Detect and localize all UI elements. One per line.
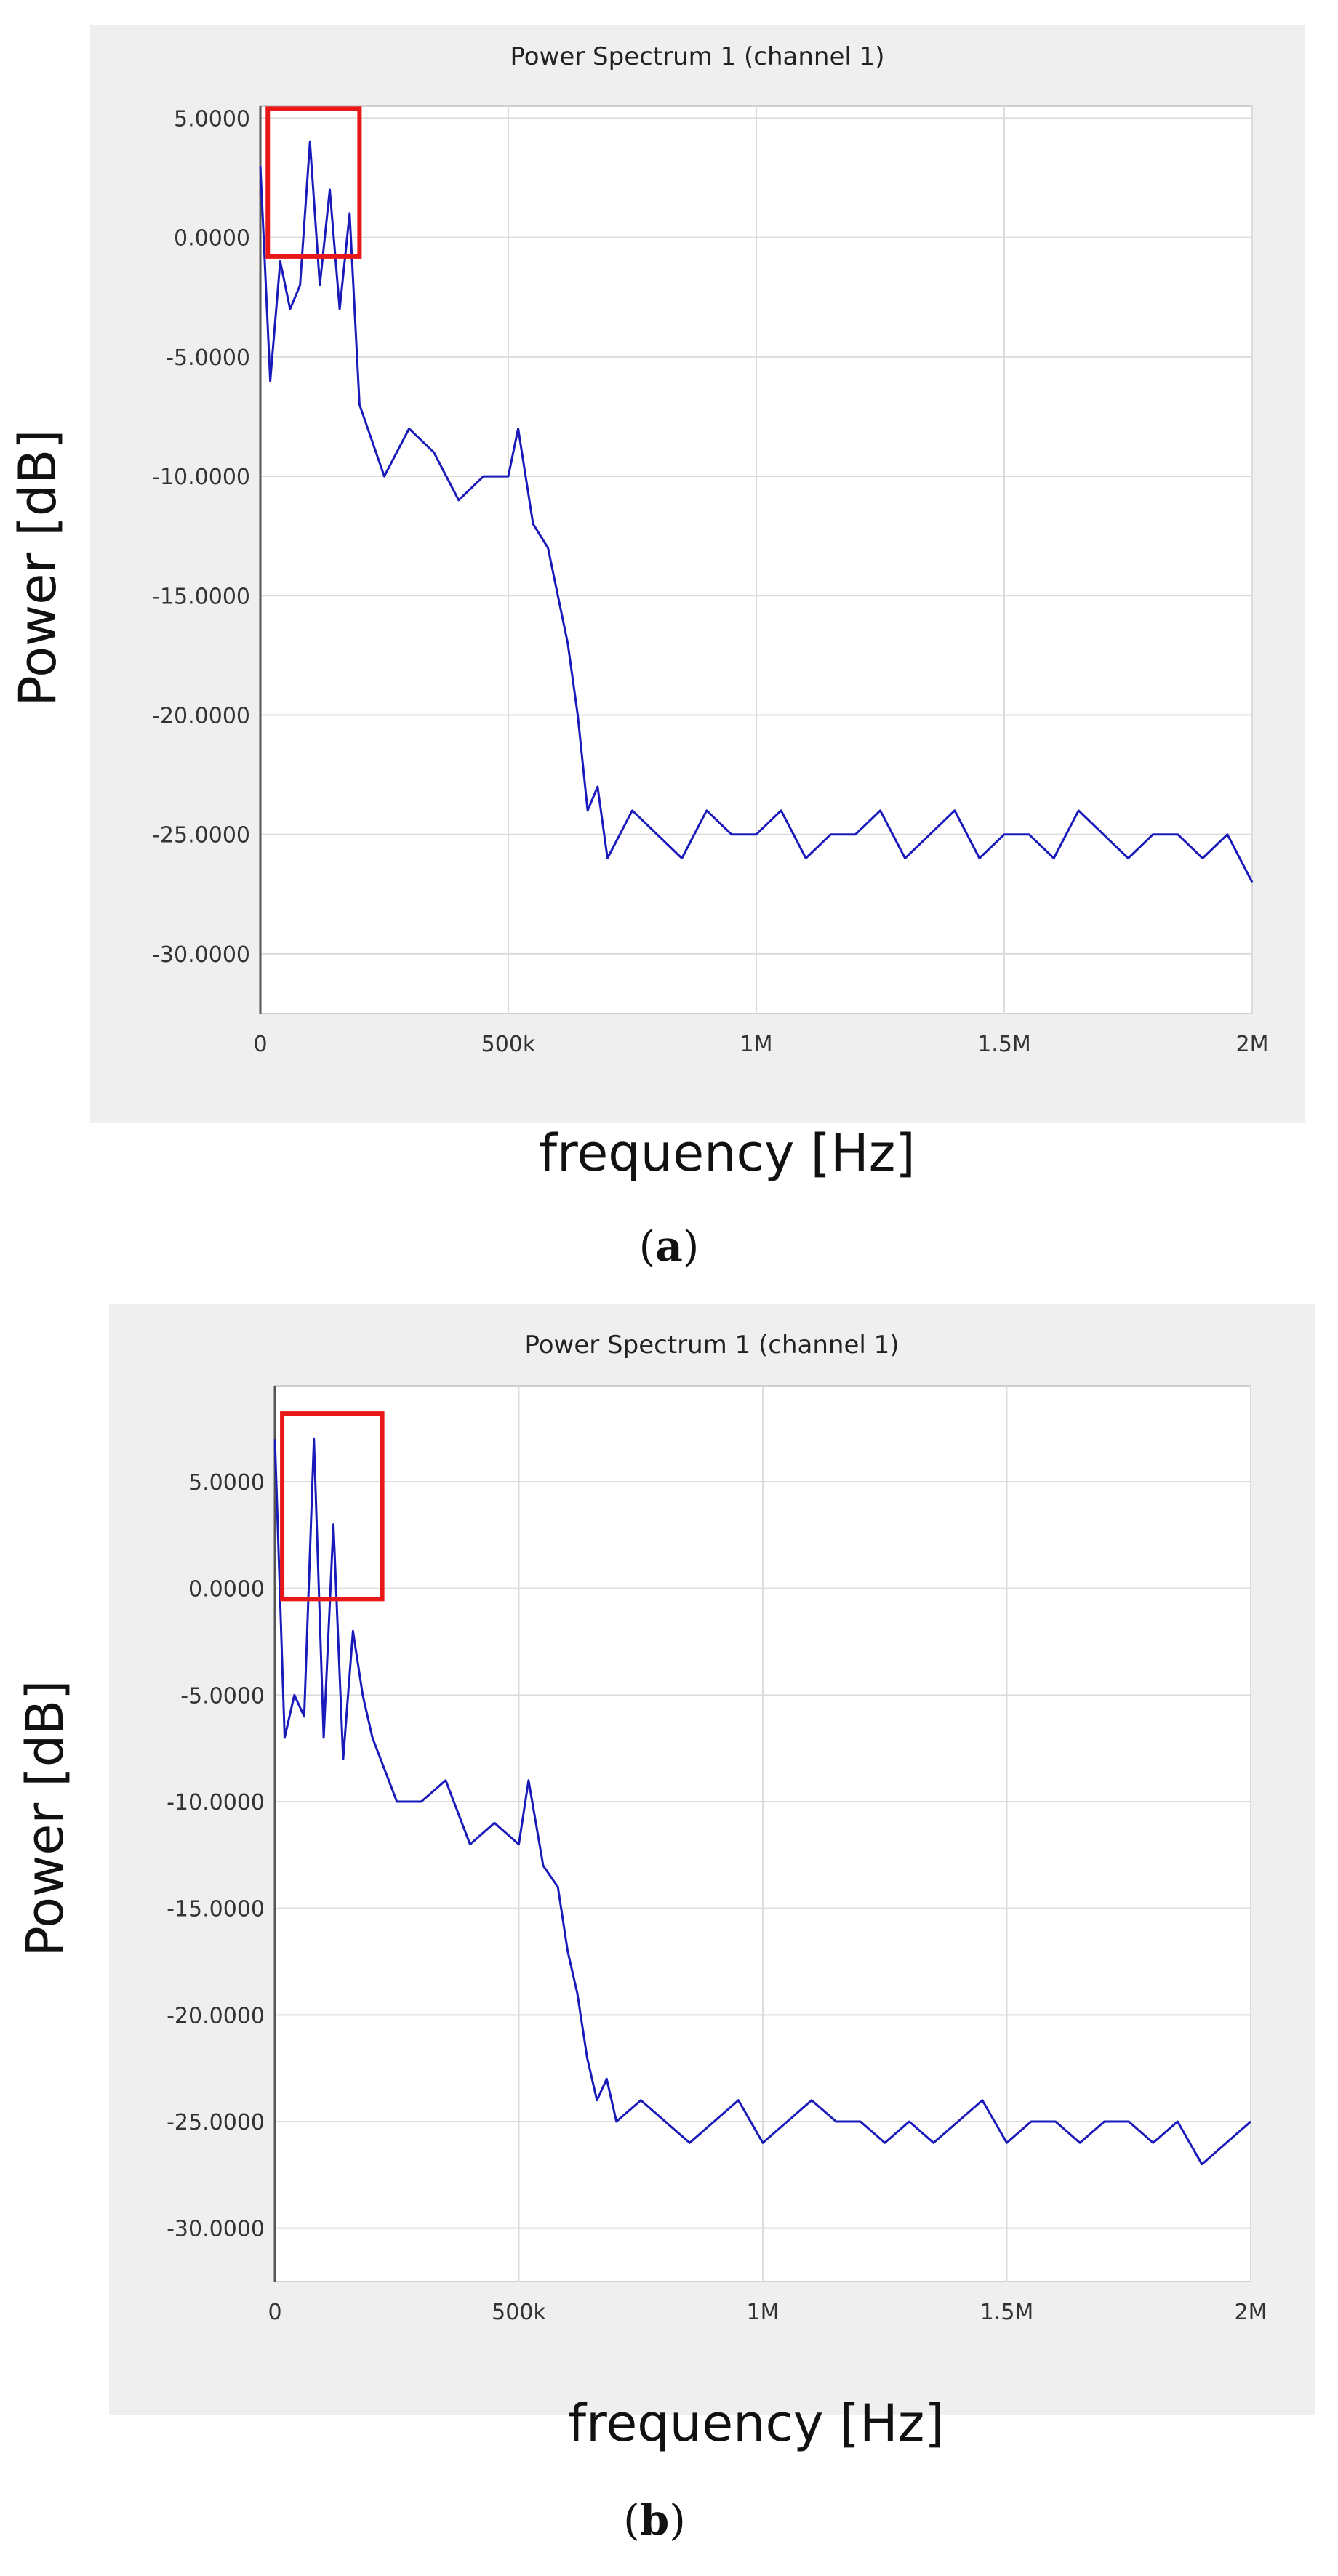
x-axis-label-b: frequency [Hz] <box>568 2394 945 2453</box>
y-tick-label-b: -10.0000 <box>167 1790 265 1815</box>
y-tick-label-a: 0.0000 <box>174 226 250 252</box>
figure-a: Power Spectrum 1 (channel 1) Power [dB] … <box>0 0 1338 1287</box>
plot-area-a: 0 500k 1M 1.5M 2M 5.0000 0.0000 -5.0000 -10.0000… <box>152 105 1269 1057</box>
y-tick-label-b: -30.0000 <box>167 2217 265 2242</box>
y-tick-label-a: -25.0000 <box>152 823 250 848</box>
caption-a: (a) <box>638 1221 700 1271</box>
y-tick-label-b: -15.0000 <box>167 1897 265 1922</box>
y-tick-label-a: -5.0000 <box>166 345 250 371</box>
x-tick-label-a: 500k <box>481 1032 536 1057</box>
x-axis-label-a: frequency [Hz] <box>539 1123 916 1183</box>
y-tick-label-a: -20.0000 <box>152 703 250 729</box>
x-tick-label-a: 0 <box>253 1032 267 1057</box>
y-tick-label-a: -15.0000 <box>152 584 250 609</box>
y-tick-label-b: 5.0000 <box>188 1470 265 1496</box>
x-tick-label-a: 1M <box>740 1032 773 1057</box>
x-tick-label-b: 1.5M <box>980 2300 1034 2325</box>
chart-title-a: Power Spectrum 1 (channel 1) <box>510 42 885 71</box>
caption-b: (b) <box>623 2495 686 2545</box>
y-tick-label-a: -10.0000 <box>152 465 250 490</box>
y-tick-label-b: -5.0000 <box>180 1683 265 1709</box>
x-tick-label-b: 500k <box>492 2300 546 2325</box>
x-tick-label-a: 2M <box>1236 1032 1269 1057</box>
y-tick-label-a: 5.0000 <box>174 106 250 132</box>
chart-title-b: Power Spectrum 1 (channel 1) <box>524 1331 900 1360</box>
plot-area-b: 0 500k 1M 1.5M 2M 5.0000 0.0000 -5.0000 -10.0000… <box>167 1385 1267 2325</box>
x-tick-label-b: 0 <box>268 2300 281 2325</box>
x-tick-label-b: 2M <box>1235 2300 1267 2325</box>
y-tick-label-b: -20.0000 <box>167 2003 265 2029</box>
x-tick-label-b: 1M <box>747 2300 780 2325</box>
y-tick-label-b: 0.0000 <box>188 1577 265 1602</box>
spectrum-line-b <box>273 1437 1251 2166</box>
highlight-box-b <box>280 1411 385 1602</box>
y-tick-label-b: -25.0000 <box>167 2110 265 2135</box>
x-tick-label-a: 1.5M <box>977 1032 1031 1057</box>
figure-b: Power Spectrum 1 (channel 1) Power [dB] … <box>0 1287 1338 2576</box>
highlight-box-a <box>265 106 362 259</box>
y-tick-label-a: -30.0000 <box>152 942 250 968</box>
spectrum-line-a <box>259 140 1254 883</box>
